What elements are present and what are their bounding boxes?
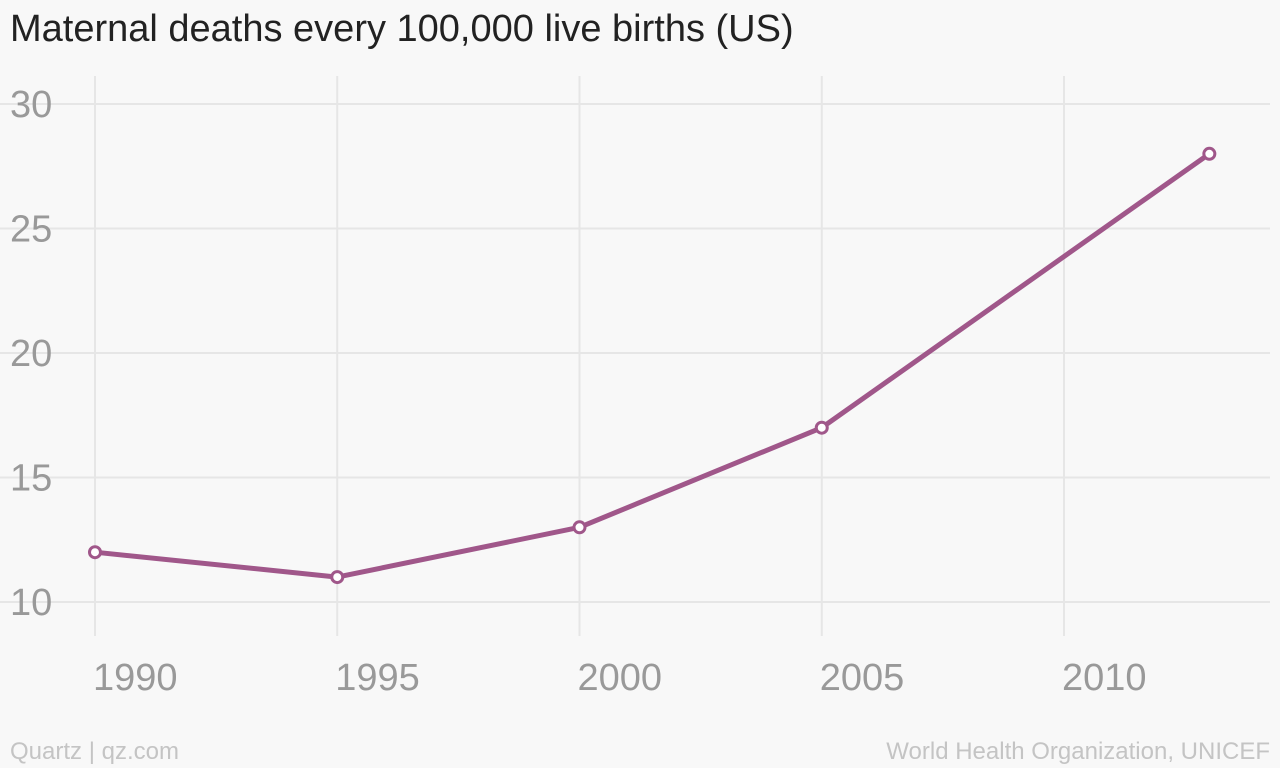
x-tick-label: 1990 — [93, 657, 178, 699]
y-tick-label: 30 — [10, 84, 52, 126]
y-tick-label: 20 — [10, 333, 52, 375]
data-point — [88, 545, 102, 560]
data-point — [330, 570, 345, 585]
y-tick-label: 10 — [10, 582, 52, 624]
x-tick-label: 2000 — [578, 657, 663, 699]
y-tick-label: 25 — [10, 209, 52, 251]
data-source: World Health Organization, UNICEF — [886, 738, 1270, 765]
x-gridlines — [94, 76, 1065, 636]
y-axis-ticks: 10 15 20 25 30 — [10, 84, 52, 624]
chart-title: Maternal deaths every 100,000 live birth… — [10, 8, 794, 50]
data-point — [814, 420, 829, 435]
x-tick-label: 2005 — [820, 657, 905, 699]
series-group — [88, 146, 1217, 585]
x-tick-label: 2010 — [1062, 657, 1147, 699]
x-axis-ticks: 1990 1995 2000 2005 2010 — [93, 657, 1147, 699]
x-tick-label: 1995 — [335, 657, 420, 699]
y-tick-label: 15 — [10, 458, 52, 500]
y-gridlines — [0, 103, 1270, 603]
data-point — [572, 520, 587, 535]
source-credit: Quartz | qz.com — [10, 738, 179, 765]
data-point — [1202, 146, 1217, 161]
series-line — [92, 151, 1212, 580]
